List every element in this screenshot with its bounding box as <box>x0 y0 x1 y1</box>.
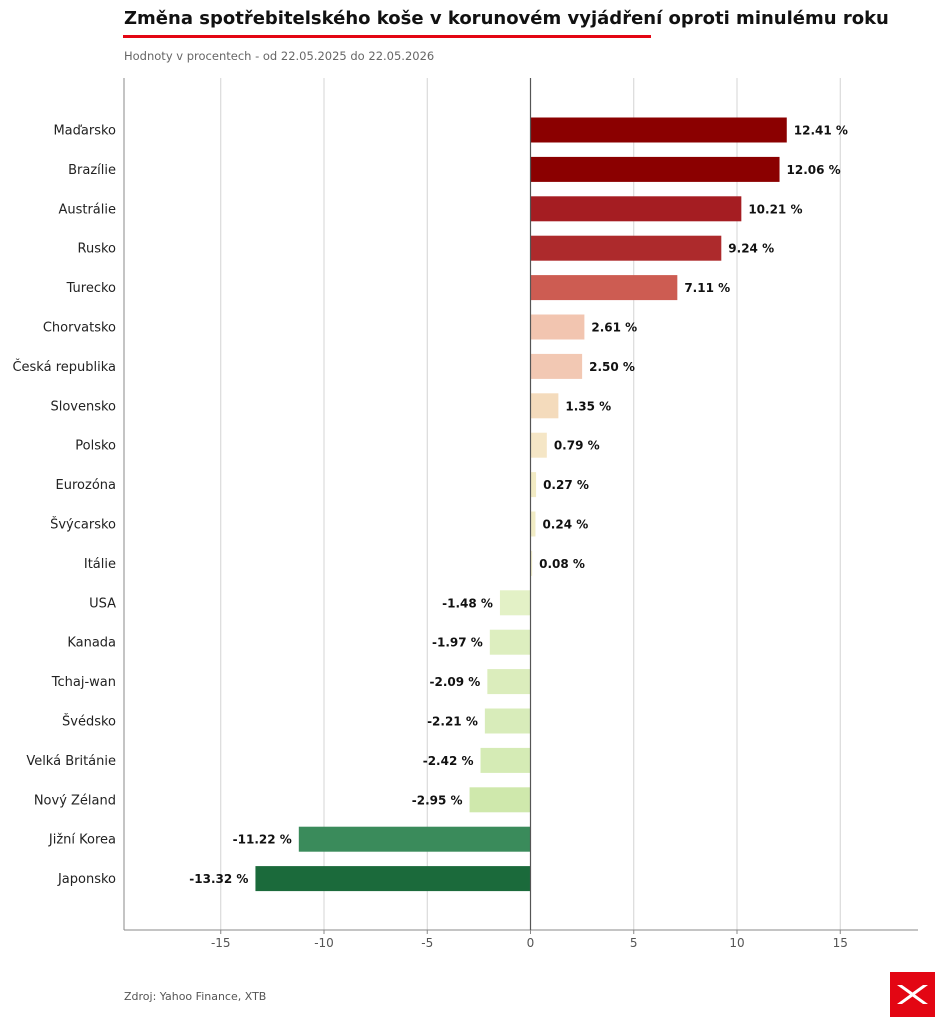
bar <box>530 393 559 419</box>
value-label: 12.41 % <box>794 124 848 138</box>
xtb-logo-icon <box>890 972 935 1017</box>
bar <box>480 747 531 773</box>
value-label: 1.35 % <box>565 399 611 413</box>
x-tick-label: -15 <box>211 936 231 950</box>
value-label: -11.22 % <box>233 833 292 847</box>
category-labels: Maďarsko Brazílie Austrálie Rusko Turecko Cho… <box>12 124 116 888</box>
bar <box>489 629 531 655</box>
chart-subtitle: Hodnoty v procentech - od 22.05.2025 do … <box>124 49 435 63</box>
value-label: 0.08 % <box>539 557 585 571</box>
category-label: Austrálie <box>58 202 116 217</box>
title-underline <box>123 35 651 38</box>
category-label: Tchaj-wan <box>51 675 116 690</box>
category-label: Jižní Korea <box>48 833 116 848</box>
category-label: Itálie <box>84 557 116 572</box>
category-label: Česká republika <box>12 359 116 375</box>
x-tick-label: -5 <box>421 936 433 950</box>
category-label: Brazílie <box>68 163 116 178</box>
bar <box>487 669 531 695</box>
bar <box>530 472 537 498</box>
bar <box>469 787 531 813</box>
x-tick-label: 0 <box>527 936 535 950</box>
value-label: 12.06 % <box>787 163 841 177</box>
value-label: 10.21 % <box>748 202 802 216</box>
grid-lines <box>220 78 841 930</box>
bar <box>530 353 583 379</box>
value-label: -1.97 % <box>432 636 483 650</box>
x-tick-label: 10 <box>729 936 744 950</box>
category-label: Eurozóna <box>56 478 116 493</box>
value-label: 0.79 % <box>554 439 600 453</box>
category-label: Rusko <box>78 242 117 257</box>
value-label: 2.50 % <box>589 360 635 374</box>
x-tick-label: 5 <box>630 936 638 950</box>
category-label: Švýcarsko <box>50 517 116 533</box>
category-label: Velká Británie <box>26 754 116 769</box>
bar <box>530 196 742 222</box>
bar <box>530 314 585 340</box>
bar <box>530 235 722 261</box>
value-label: -13.32 % <box>189 872 248 886</box>
category-label: Turecko <box>66 281 116 296</box>
bar <box>530 275 678 301</box>
category-label: Slovensko <box>50 399 116 414</box>
value-label: -2.09 % <box>430 675 481 689</box>
category-label: USA <box>89 596 116 611</box>
category-label: Kanada <box>67 636 116 651</box>
value-label: -2.21 % <box>427 715 478 729</box>
source-note: Zdroj: Yahoo Finance, XTB <box>124 990 267 1003</box>
value-label: -2.42 % <box>423 754 474 768</box>
x-tick-label: 15 <box>833 936 848 950</box>
bar <box>255 866 531 892</box>
value-label: 0.27 % <box>543 478 589 492</box>
x-tick-label: -10 <box>314 936 334 950</box>
bars <box>255 117 787 892</box>
bar <box>530 156 780 182</box>
value-labels: 12.41 % 12.06 % 10.21 % 9.24 % 7.11 % 2.61 % 2… <box>189 124 848 887</box>
bar <box>484 708 531 734</box>
bar <box>530 117 787 143</box>
bar <box>530 550 533 576</box>
category-label: Maďarsko <box>53 124 116 139</box>
category-label: Chorvatsko <box>43 321 116 336</box>
category-label: Polsko <box>75 439 116 454</box>
bar <box>530 511 536 537</box>
bar <box>298 826 531 852</box>
category-label: Švédsko <box>62 714 116 730</box>
category-label: Japonsko <box>57 872 116 887</box>
bar <box>499 590 531 616</box>
value-label: 0.24 % <box>542 518 588 532</box>
value-label: -1.48 % <box>442 596 493 610</box>
value-label: 7.11 % <box>684 281 730 295</box>
category-label: Nový Zéland <box>34 793 116 808</box>
axes: -15 -10 -5 0 5 10 15 <box>123 78 918 950</box>
value-label: 9.24 % <box>728 242 774 256</box>
bar <box>530 432 547 458</box>
value-label: 2.61 % <box>591 321 637 335</box>
value-label: -2.95 % <box>412 793 463 807</box>
chart-title: Změna spotřebitelského koše v korunovém … <box>124 8 889 29</box>
